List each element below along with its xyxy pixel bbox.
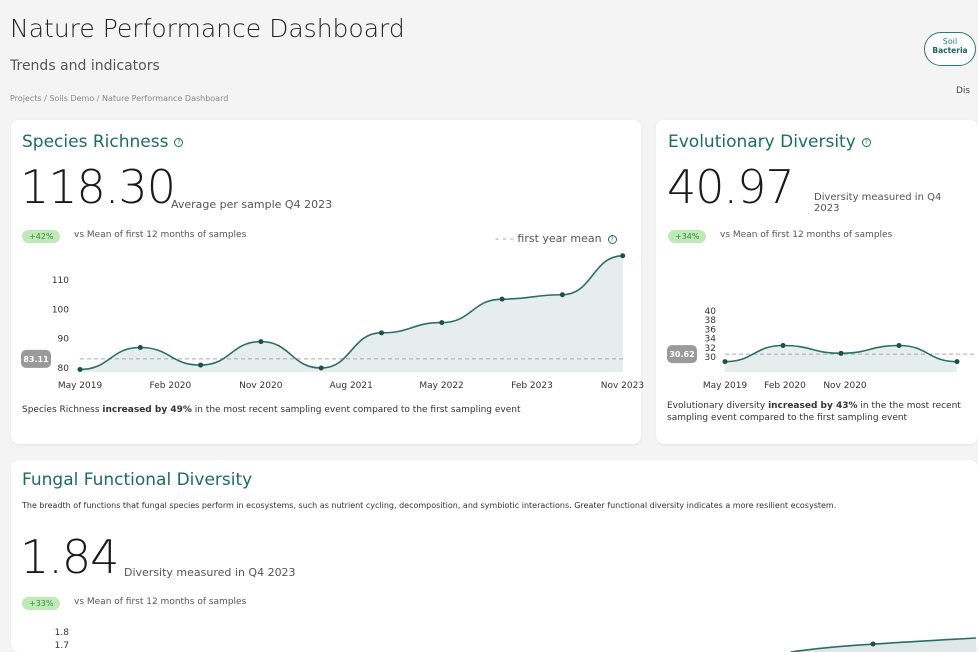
data-point — [318, 365, 324, 371]
y-tick-label: 38 — [705, 316, 717, 326]
y-tick-label: 90 — [58, 335, 70, 345]
data-point — [559, 292, 565, 298]
y-tick-label: 110 — [52, 276, 69, 286]
x-tick-label: Feb 2020 — [150, 381, 192, 391]
change-badge: +34% — [668, 230, 707, 243]
metric-unit: Diversity measured in Q4 2023 — [814, 192, 942, 214]
card-title: Species Richness? — [22, 132, 184, 152]
x-tick-label: May 2019 — [58, 381, 103, 391]
comparison-text: vs Mean of first 12 months of samples — [74, 230, 247, 240]
help-icon[interactable]: ? — [861, 137, 871, 147]
data-point — [137, 344, 143, 350]
mean-label: 30.62 — [669, 350, 694, 359]
page-subtitle: Trends and indicators — [10, 58, 160, 74]
y-tick-label: 40 — [705, 307, 717, 317]
summary-text: Species Richness increased by 49% in the… — [22, 405, 521, 415]
legend-label: first year mean — [517, 232, 602, 245]
series-line — [79, 254, 623, 371]
species-richness-chart: 80 90 100 110 83.11 May 2019 Feb 2020 Nov 2020 A… — [21, 253, 644, 391]
data-point — [499, 296, 505, 302]
data-point — [379, 330, 384, 336]
x-tick-label: Aug 2021 — [330, 381, 373, 391]
data-point — [77, 366, 83, 372]
x-tick-label: May 2019 — [703, 381, 748, 391]
x-tick-label: Nov 2023 — [601, 381, 644, 391]
y-tick-label: 30 — [705, 353, 717, 363]
area-fill — [791, 638, 976, 652]
data-point — [896, 343, 902, 348]
y-tick-label: 1.7 — [55, 641, 69, 651]
evolutionary-diversity-card: Evolutionary Diversity? 40.97 Diversity … — [656, 120, 978, 444]
x-tick-label: Nov 2020 — [239, 381, 283, 391]
fungal-functional-diversity-card: Fungal Functional Diversity The breadth … — [11, 460, 978, 652]
metric-value: 1.84 — [20, 530, 119, 584]
summary-text: Evolutionary diversity increased by 43% … — [667, 401, 961, 423]
mean-label: 83.11 — [23, 355, 49, 364]
series-line — [790, 637, 977, 652]
soil-type-toggle[interactable]: Soil Bacteria — [924, 32, 976, 66]
data-point — [780, 343, 786, 348]
toggle-label: Soil — [942, 37, 958, 46]
card-title: Fungal Functional Diversity — [22, 470, 253, 490]
data-point — [954, 359, 960, 365]
area-fill — [725, 345, 957, 372]
card-title-text: Species Richness — [22, 132, 169, 152]
comparison-text: vs Mean of first 12 months of samples — [74, 597, 247, 607]
data-point — [838, 350, 844, 356]
comparison-text: vs Mean of first 12 months of samples — [720, 230, 893, 240]
mean-badge — [667, 345, 697, 364]
metric-unit: Average per sample Q4 2023 — [171, 198, 333, 211]
breadcrumb[interactable]: Projects / Soils Demo / Nature Performan… — [10, 94, 229, 103]
x-tick-label: Feb 2020 — [764, 381, 806, 391]
metric-value: 40.97 — [667, 160, 795, 214]
data-point — [870, 641, 876, 647]
y-tick-label: 80 — [58, 364, 70, 374]
data-point — [439, 320, 445, 326]
help-icon[interactable]: ? — [607, 234, 617, 244]
data-point — [258, 339, 264, 345]
change-badge: +33% — [22, 597, 61, 610]
data-point — [722, 359, 728, 365]
y-tick-label: 100 — [52, 305, 69, 315]
y-tick-label: 34 — [705, 335, 717, 345]
y-tick-label: 1.8 — [55, 628, 70, 638]
y-tick-label: 32 — [705, 344, 716, 354]
species-richness-card: Species Richness? 118.30 Average per sam… — [11, 120, 644, 444]
y-tick-label: 36 — [705, 325, 717, 335]
metric-value: 118.30 — [20, 160, 176, 214]
card-title-text: Evolutionary Diversity — [668, 132, 856, 152]
area-fill — [80, 255, 623, 372]
fungal-diversity-chart: 1.81.7 — [55, 628, 977, 652]
data-point — [620, 253, 626, 259]
legend-first-year-mean: - - - first year mean? — [495, 232, 617, 245]
x-tick-label: Nov 2020 — [823, 381, 867, 391]
card-description: The breadth of functions that fungal spe… — [22, 501, 837, 510]
x-tick-label: May 2022 — [419, 381, 463, 391]
mean-badge — [21, 349, 51, 368]
right-label[interactable]: Dis — [956, 86, 971, 96]
metric-unit: Diversity measured in Q4 2023 — [124, 566, 296, 579]
toggle-value: Bacteria — [932, 46, 968, 55]
change-badge: +42% — [22, 230, 61, 243]
data-point — [198, 362, 204, 368]
x-tick-label: Feb 2023 — [511, 381, 553, 391]
help-icon[interactable]: ? — [174, 137, 184, 147]
card-title: Evolutionary Diversity? — [668, 132, 871, 152]
page-title: Nature Performance Dashboard — [10, 14, 405, 43]
